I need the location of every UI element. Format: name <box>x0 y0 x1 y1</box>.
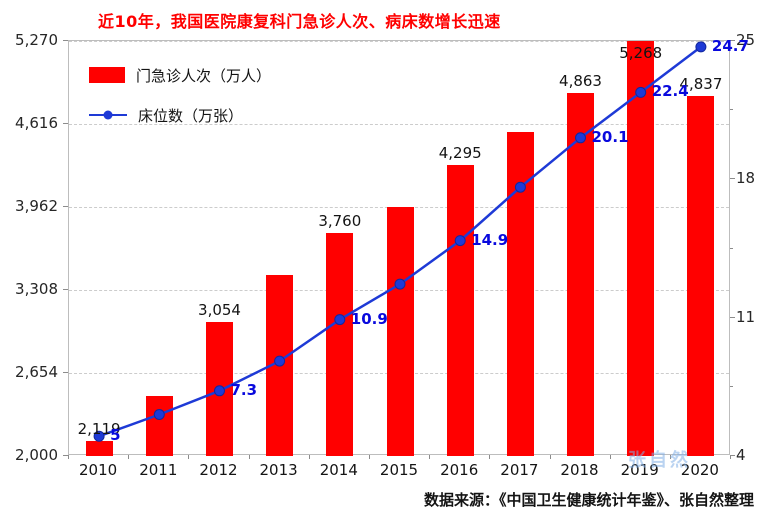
bar <box>326 232 354 456</box>
legend-line-label: 床位数（万张） <box>138 106 244 125</box>
y-axis-left-label: 4,616 <box>15 114 58 132</box>
y-axis-right-label: 11 <box>736 307 756 326</box>
y-axis-left-label: 3,308 <box>15 280 58 298</box>
line-value-label: 10.9 <box>350 309 388 328</box>
y-axis-right-label: 18 <box>736 169 756 188</box>
x-axis-tick <box>730 455 731 459</box>
watermark: 张自然 <box>628 450 691 471</box>
line-point <box>514 181 526 193</box>
line-swatch-icon <box>89 110 127 120</box>
line-value-label: 5 <box>110 426 121 445</box>
y-axis-right-tick <box>730 455 735 456</box>
y-axis-left-tick <box>63 455 68 456</box>
line-point <box>334 314 346 326</box>
y-axis-left-label: 5,270 <box>15 31 58 49</box>
x-axis-tick <box>429 455 431 459</box>
x-axis-tick <box>609 455 611 459</box>
line-value-label: 14.9 <box>471 230 509 249</box>
bar-value-label: 2,119 <box>77 419 121 438</box>
y-axis-left-tick <box>63 123 68 124</box>
y-axis-right-label: 4 <box>736 446 746 464</box>
bar <box>687 96 715 456</box>
bar-value-label: 5,268 <box>619 44 663 62</box>
y-axis-right-minor-tick <box>730 385 733 387</box>
y-axis-left-tick <box>63 289 68 290</box>
bar <box>627 41 655 456</box>
legend-item-bars: 门急诊人次（万人） <box>89 55 271 95</box>
bar <box>145 396 173 456</box>
y-axis-left-tick <box>63 40 68 41</box>
grid-line <box>69 41 729 42</box>
x-axis-tick <box>248 455 250 459</box>
line-value-label: 22.4 <box>651 82 689 101</box>
bar-value-label: 3,760 <box>318 211 362 230</box>
y-axis-right-minor-tick <box>730 109 733 111</box>
line-value-label: 24.7 <box>711 36 749 55</box>
legend-item-line: 床位数（万张） <box>89 95 271 135</box>
line-value-label: 20.1 <box>591 127 629 146</box>
y-axis-left-tick <box>63 206 68 207</box>
bar <box>85 440 113 456</box>
legend-bar-label: 门急诊人次（万人） <box>136 66 272 85</box>
legend: 门急诊人次（万人） 床位数（万张） <box>89 55 271 135</box>
x-axis-tick <box>188 455 190 459</box>
line-point <box>394 278 406 290</box>
x-axis-label: 2011 <box>139 461 178 479</box>
bar-value-label: 3,054 <box>198 301 241 320</box>
line-point <box>575 132 586 144</box>
x-axis-label: 2014 <box>319 461 358 479</box>
chart-title: 近10年，我国医院康复科门急诊人次、病床数增长迅速 <box>98 12 501 31</box>
bar-value-label: 4,863 <box>559 71 602 90</box>
bar-value-label: 4,837 <box>679 75 723 93</box>
line-value-label: 7.3 <box>230 380 258 399</box>
x-axis-label: 2016 <box>440 461 479 479</box>
x-axis-tick <box>489 455 491 459</box>
y-axis-right-minor-tick <box>730 247 733 249</box>
x-axis-label: 2012 <box>199 461 238 479</box>
y-axis-left-label: 2,654 <box>15 363 58 381</box>
x-axis-tick <box>368 455 370 459</box>
x-axis-tick <box>669 455 671 459</box>
line-point <box>635 86 647 98</box>
x-axis-tick <box>128 455 130 459</box>
y-axis-right-tick <box>730 178 735 180</box>
y-axis-left-label: 2,000 <box>15 446 58 464</box>
x-axis-tick <box>308 455 310 459</box>
line-point <box>274 355 286 367</box>
x-axis-label: 2017 <box>500 461 539 479</box>
line-point <box>93 430 105 442</box>
line-point <box>153 409 165 420</box>
data-source: 数据来源：《中国卫生健康统计年鉴》、张自然整理 <box>423 491 754 509</box>
plot-area: 门急诊人次（万人） 床位数（万张） 2,119 3,054 3,760 4,295 4,… <box>68 37 749 456</box>
line-marker-icon <box>103 110 113 120</box>
x-axis-label: 2013 <box>259 461 298 479</box>
bar-swatch-icon <box>89 67 125 83</box>
bar <box>386 207 414 456</box>
line-point <box>695 41 707 53</box>
bar <box>446 164 474 456</box>
y-axis-right-label: 25 <box>736 31 756 49</box>
bar <box>567 92 594 456</box>
x-axis-label: 2010 <box>79 461 118 479</box>
y-axis-right-tick <box>730 316 735 318</box>
x-axis-tick <box>549 455 551 459</box>
bar-value-label: 4,295 <box>438 143 482 162</box>
y-axis-left-label: 3,962 <box>15 197 58 215</box>
y-axis-left-tick <box>63 372 68 373</box>
x-axis-tick <box>68 455 69 459</box>
line-point <box>454 235 466 247</box>
line-series <box>93 41 707 442</box>
x-axis-label: 2015 <box>379 461 419 479</box>
line-point <box>214 385 225 397</box>
x-axis-label: 2019 <box>620 461 659 479</box>
grid-line <box>69 124 729 125</box>
y-axis-right-tick <box>730 40 735 41</box>
x-axis-label: 2020 <box>680 461 719 479</box>
x-axis-label: 2018 <box>560 461 599 479</box>
